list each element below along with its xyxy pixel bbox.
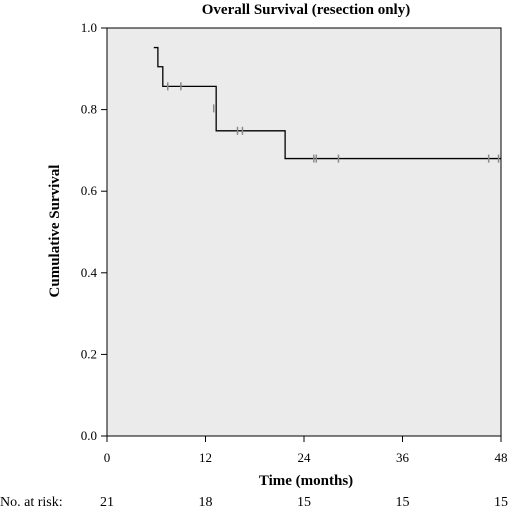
x-axis: 0 12 24 36 48 <box>104 436 508 465</box>
y-tick-label: 0.4 <box>81 265 98 280</box>
plot-area <box>106 27 502 437</box>
y-tick-label: 1.0 <box>81 20 97 35</box>
risk-count: 15 <box>396 495 410 509</box>
y-axis-label: Cumulative Survival <box>47 165 63 298</box>
y-tick-label: 0.0 <box>81 428 97 443</box>
x-tick-label: 0 <box>104 450 111 465</box>
x-axis-label: Time (months) <box>259 473 353 489</box>
survival-curve <box>153 46 501 160</box>
x-tick-label: 36 <box>396 450 410 465</box>
risk-table: No. at risk: 21 18 15 15 15 <box>0 495 508 509</box>
y-tick-label: 0.2 <box>81 346 97 361</box>
survival-step-line <box>153 46 501 160</box>
y-tick-label: 0.6 <box>81 183 98 198</box>
x-tick-label: 48 <box>495 450 508 465</box>
y-tick-label: 0.8 <box>81 102 97 117</box>
x-tick-label: 12 <box>199 450 212 465</box>
x-tick-label: 24 <box>298 450 312 465</box>
risk-count: 15 <box>297 495 311 509</box>
risk-count: 18 <box>199 495 213 509</box>
risk-table-label: No. at risk: <box>0 495 63 509</box>
chart-title: Overall Survival (resection only) <box>202 2 410 18</box>
y-axis: 0.0 0.2 0.4 0.6 0.8 1.0 <box>81 20 107 443</box>
censor-marks <box>166 82 500 163</box>
risk-count: 21 <box>100 495 114 509</box>
risk-count: 15 <box>494 495 508 509</box>
